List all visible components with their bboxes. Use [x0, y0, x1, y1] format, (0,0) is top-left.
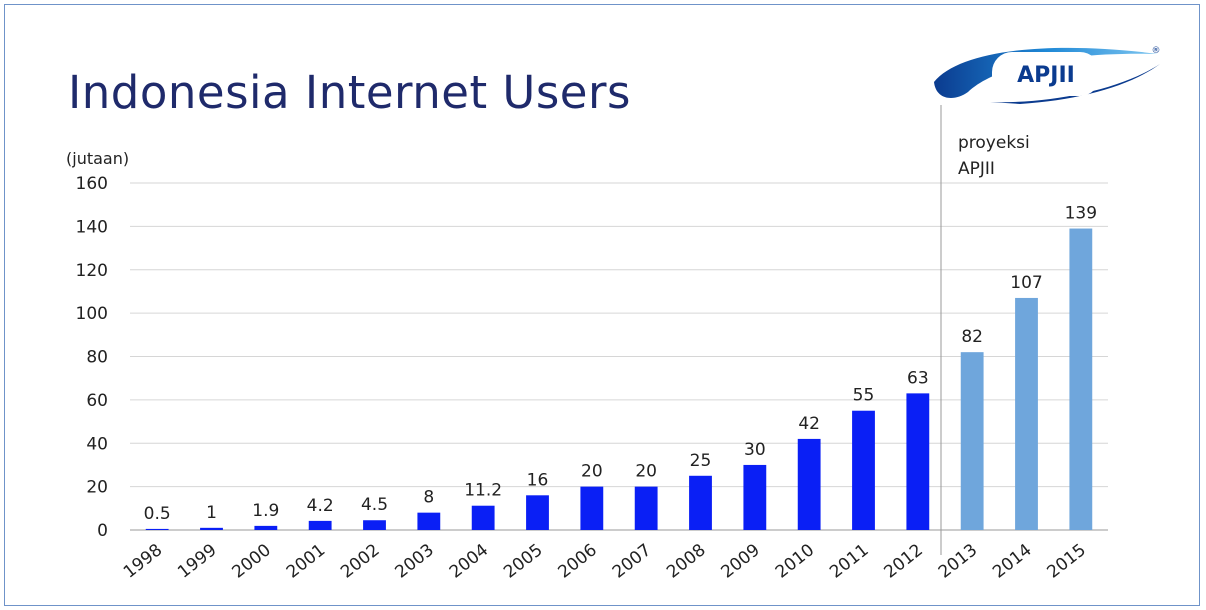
x-tick-label-2010: 2010	[772, 540, 818, 582]
chart-title: Indonesia Internet Users	[68, 66, 631, 119]
projection-note-line1: proyeksi	[958, 133, 1030, 153]
y-tick-label: 20	[86, 478, 108, 498]
chart-frame	[4, 4, 1200, 606]
value-label-2001: 4.2	[307, 496, 334, 516]
x-tick-label-2006: 2006	[555, 540, 601, 582]
y-tick-label: 60	[86, 391, 108, 411]
bar-2012	[906, 393, 930, 530]
x-tick-label-1999: 1999	[174, 540, 220, 582]
value-label-2003: 8	[423, 488, 434, 508]
y-tick-label: 0	[97, 521, 108, 541]
value-label-2010: 42	[798, 414, 820, 434]
apjii-logo: APJII ®	[934, 46, 1161, 104]
x-tick-label-2003: 2003	[392, 540, 438, 582]
projection-note-line2: APJII	[958, 159, 995, 179]
bar-2004	[471, 505, 495, 530]
x-tick-label-2012: 2012	[881, 540, 927, 582]
value-label-2013: 82	[961, 327, 983, 347]
x-tick-label-2000: 2000	[229, 540, 275, 582]
bar-2007	[634, 486, 658, 530]
bar-2010	[797, 438, 821, 530]
bar-1999	[200, 527, 223, 530]
y-tick-label: 40	[86, 434, 108, 454]
y-tick-label: 120	[76, 261, 108, 281]
y-tick-label: 160	[76, 174, 108, 194]
value-labels: 0.5 1 1.9 4.2 4.5 8 11.2 16 20 20 25 30 42 55 63 82 107 1…	[144, 204, 1097, 524]
value-label-2004: 11.2	[464, 481, 502, 501]
x-tick-label-2013: 2013	[935, 540, 981, 582]
x-tick-label-2007: 2007	[609, 540, 655, 582]
value-label-1998: 0.5	[144, 504, 171, 524]
bar-2002	[363, 520, 386, 530]
bar-2015	[1069, 228, 1093, 530]
y-tick-label: 100	[76, 304, 108, 324]
gridlines	[130, 182, 1108, 531]
bar-2013	[960, 352, 984, 530]
y-tick-label: 80	[86, 348, 108, 368]
y-tick-label: 140	[76, 217, 108, 237]
bar-2006	[580, 486, 604, 530]
bar-2000	[254, 525, 278, 530]
y-axis-ticks: 0 20 40 60 80 100 120 140 160	[76, 174, 108, 541]
x-tick-label-2004: 2004	[446, 540, 492, 582]
bar-2001	[308, 520, 332, 530]
x-tick-label-2001: 2001	[283, 540, 329, 582]
x-tick-label-2005: 2005	[500, 540, 546, 582]
value-label-2015: 139	[1065, 204, 1097, 224]
bars	[145, 228, 1093, 530]
value-label-2011: 55	[853, 386, 875, 406]
x-tick-label-2014: 2014	[989, 540, 1035, 582]
value-label-2012: 63	[907, 368, 929, 388]
x-tick-label-1998: 1998	[120, 540, 166, 582]
bar-1998	[145, 528, 169, 530]
bar-2005	[526, 495, 549, 530]
logo-text: APJII	[1017, 63, 1075, 88]
value-label-2009: 30	[744, 440, 766, 460]
bar-2011	[852, 410, 875, 530]
registered-mark: ®	[1152, 46, 1161, 56]
bar-2009	[743, 464, 767, 530]
x-axis-ticks: 1998 1999 2000 2001 2002 2003 2004 2005 2006 2007…	[120, 540, 1090, 582]
value-label-2002: 4.5	[361, 495, 388, 515]
x-tick-label-2008: 2008	[663, 540, 709, 582]
value-label-2008: 25	[690, 451, 712, 471]
x-tick-label-2011: 2011	[826, 540, 872, 582]
x-tick-label-2009: 2009	[718, 540, 764, 582]
value-label-2005: 16	[527, 470, 549, 490]
bar-2014	[1015, 297, 1038, 530]
x-tick-label-2002: 2002	[337, 540, 383, 582]
value-label-2014: 107	[1010, 273, 1042, 293]
bar-2008	[689, 475, 712, 530]
value-label-2000: 1.9	[252, 501, 279, 521]
y-axis-label: (jutaan)	[66, 149, 129, 168]
value-label-2007: 20	[635, 462, 657, 482]
value-label-2006: 20	[581, 462, 603, 482]
x-tick-label-2015: 2015	[1044, 540, 1090, 582]
value-label-1999: 1	[206, 503, 217, 523]
bar-2003	[417, 512, 441, 530]
